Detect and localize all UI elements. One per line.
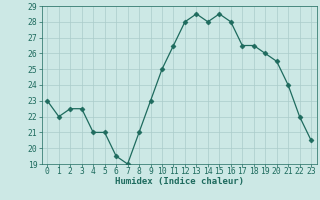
X-axis label: Humidex (Indice chaleur): Humidex (Indice chaleur): [115, 177, 244, 186]
